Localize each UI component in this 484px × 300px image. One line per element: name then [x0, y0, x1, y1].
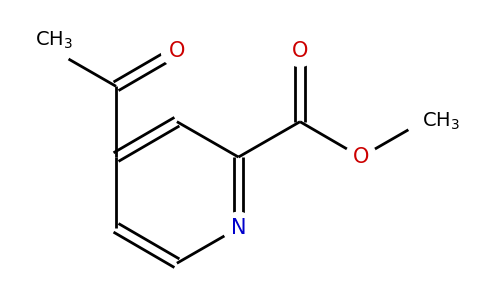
Circle shape: [39, 35, 70, 67]
Text: O: O: [353, 147, 369, 167]
Circle shape: [285, 35, 316, 67]
Circle shape: [161, 35, 193, 67]
Circle shape: [223, 212, 254, 243]
Circle shape: [345, 142, 377, 172]
Text: CH$_3$: CH$_3$: [423, 111, 460, 132]
Text: O: O: [292, 41, 308, 61]
Text: N: N: [231, 218, 246, 238]
Text: O: O: [169, 41, 185, 61]
Text: CH$_3$: CH$_3$: [35, 30, 74, 51]
Circle shape: [407, 106, 438, 137]
